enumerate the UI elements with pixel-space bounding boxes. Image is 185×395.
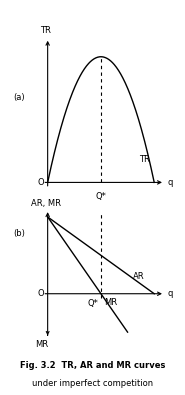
Text: TR: TR — [139, 155, 150, 164]
Text: (b): (b) — [13, 229, 25, 237]
Text: O: O — [38, 289, 45, 298]
Text: Q*: Q* — [88, 299, 99, 308]
Text: (a): (a) — [13, 94, 25, 102]
Text: q: q — [167, 178, 172, 187]
Text: O: O — [38, 178, 45, 187]
Text: q: q — [167, 289, 172, 298]
Text: AR: AR — [133, 272, 144, 281]
Text: TR: TR — [40, 26, 51, 36]
Text: MR: MR — [104, 298, 117, 307]
Text: Fig. 3.2  TR, AR and MR curves: Fig. 3.2 TR, AR and MR curves — [20, 361, 165, 370]
Text: AR, MR: AR, MR — [31, 199, 60, 208]
Text: under imperfect competition: under imperfect competition — [32, 379, 153, 387]
Text: MR: MR — [35, 340, 48, 349]
Text: Q*: Q* — [95, 192, 106, 201]
